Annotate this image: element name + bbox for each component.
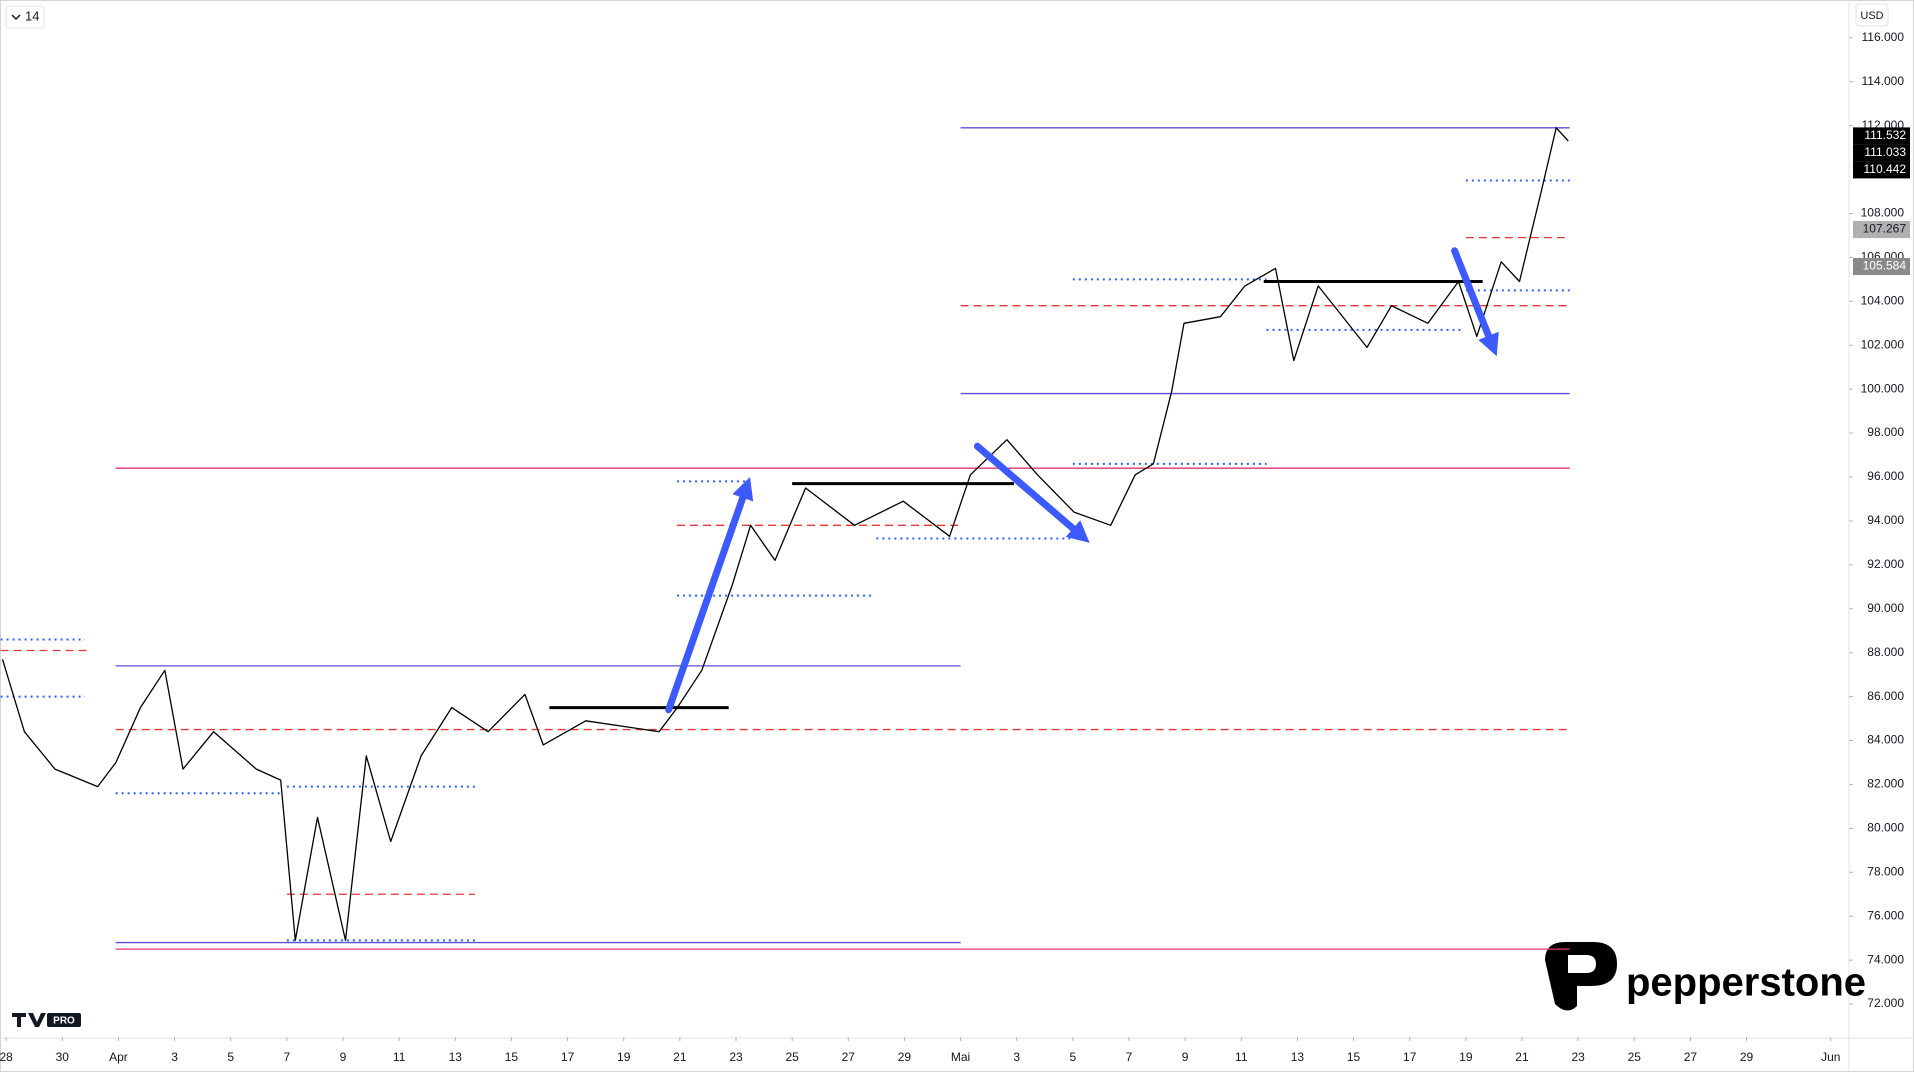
y-tick-label: 82.000 (1867, 777, 1904, 791)
x-tick-label: 29 (898, 1050, 912, 1064)
price-line (1, 127, 1569, 942)
trend-arrow (1451, 247, 1493, 340)
x-tick-label: 13 (1291, 1050, 1305, 1064)
x-tick-label: 11 (393, 1050, 406, 1064)
y-tick-label: 80.000 (1867, 821, 1904, 835)
price-label-box (1853, 144, 1910, 162)
y-tick-label: 84.000 (1867, 733, 1904, 747)
x-tick-label: 7 (1126, 1050, 1133, 1064)
price-label: 105.584 (1863, 259, 1907, 273)
pro-box (47, 1013, 81, 1027)
price-label-box (1853, 258, 1910, 276)
x-tick-label: 28 (0, 1050, 13, 1064)
price-label: 111.033 (1864, 145, 1906, 159)
price-label-box (1853, 161, 1910, 179)
x-tick-label: 11 (1235, 1050, 1248, 1064)
y-tick-label: 76.000 (1867, 908, 1904, 922)
y-tick-label: 104.000 (1861, 293, 1905, 307)
x-tick-label: 27 (842, 1050, 856, 1064)
x-tick-label: 30 (56, 1050, 70, 1064)
chevron-icon (11, 14, 21, 21)
x-tick-label: 9 (1182, 1050, 1189, 1064)
plot-area: 72.000 74.000 76.000 78.000 80.000 82.000 84.0… (0, 30, 1910, 1064)
currency-box[interactable] (1855, 3, 1889, 27)
y-tick-label: 98.000 (1867, 425, 1904, 439)
x-tick-label: 21 (1515, 1050, 1529, 1064)
currency-button[interactable]: USD (1855, 3, 1889, 27)
currency-label[interactable]: USD (1860, 10, 1883, 22)
brand-logo: pepperstone (1545, 942, 1866, 1011)
y-tick-label: 88.000 (1867, 645, 1904, 659)
interval-label[interactable]: 14 (25, 8, 39, 23)
x-tick-label: 9 (340, 1050, 347, 1064)
x-tick-label: 23 (729, 1050, 743, 1064)
tv-logo: PRO (12, 1013, 81, 1027)
y-tick-label: 114.000 (1862, 74, 1905, 88)
x-tick-label: 25 (785, 1050, 799, 1064)
x-tick-label: 3 (171, 1050, 178, 1064)
interval-box[interactable] (5, 5, 45, 29)
y-tick-label: 96.000 (1867, 469, 1904, 483)
y-tick-label: 72.000 (1867, 996, 1904, 1010)
x-tick-label: 15 (1347, 1050, 1361, 1064)
y-tick-label: 90.000 (1867, 601, 1904, 615)
interval-button[interactable]: 14 (5, 5, 45, 29)
x-tick-label: 5 (1070, 1050, 1077, 1064)
brand-icon (1545, 942, 1617, 1011)
arrow-head (1478, 331, 1499, 357)
x-tick-label: Apr (109, 1050, 128, 1064)
y-tick-label: 86.000 (1867, 689, 1904, 703)
tv-mark (12, 1013, 46, 1027)
x-tick-label: 7 (284, 1050, 291, 1064)
y-tick-label: 92.000 (1867, 557, 1904, 571)
x-tick-label: 3 (1013, 1050, 1020, 1064)
x-tick-label: Jun (1821, 1050, 1840, 1064)
x-tick-label: 17 (561, 1050, 575, 1064)
y-tick-label: 78.000 (1867, 864, 1904, 878)
arrow-head (1065, 520, 1090, 543)
x-tick-label: 15 (505, 1050, 519, 1064)
y-tick-label: 74.000 (1867, 952, 1904, 966)
brand-name: pepperstone (1626, 961, 1866, 1005)
price-label-box (1853, 127, 1910, 145)
y-tick-label: 94.000 (1867, 513, 1904, 527)
x-tick-label: 13 (449, 1050, 463, 1064)
x-tick-label: 19 (1459, 1050, 1473, 1064)
x-tick-label: 25 (1628, 1050, 1642, 1064)
brand-icon-inner (1568, 955, 1596, 973)
trend-arrow (665, 494, 747, 714)
price-label: 111.532 (1864, 128, 1906, 142)
pro-label: PRO (53, 1016, 75, 1027)
y-tick-label: 116.000 (1862, 30, 1905, 44)
x-tick-label: Mai (951, 1050, 970, 1064)
arrow-head (732, 476, 754, 502)
price-label: 110.442 (1864, 162, 1907, 176)
x-tick-label: 21 (673, 1050, 687, 1064)
y-tick-label: 102.000 (1861, 337, 1905, 351)
x-tick-label: 5 (227, 1050, 234, 1064)
price-label-box (1853, 221, 1910, 239)
x-tick-label: 27 (1684, 1050, 1698, 1064)
x-tick-label: 29 (1740, 1050, 1754, 1064)
y-tick-label: 100.000 (1861, 381, 1905, 395)
x-tick-label: 23 (1571, 1050, 1585, 1064)
x-tick-label: 17 (1403, 1050, 1417, 1064)
y-tick-label: 108.000 (1861, 206, 1905, 220)
price-label: 107.267 (1863, 222, 1907, 236)
trend-arrow (973, 442, 1077, 533)
x-tick-label: 19 (617, 1050, 631, 1064)
